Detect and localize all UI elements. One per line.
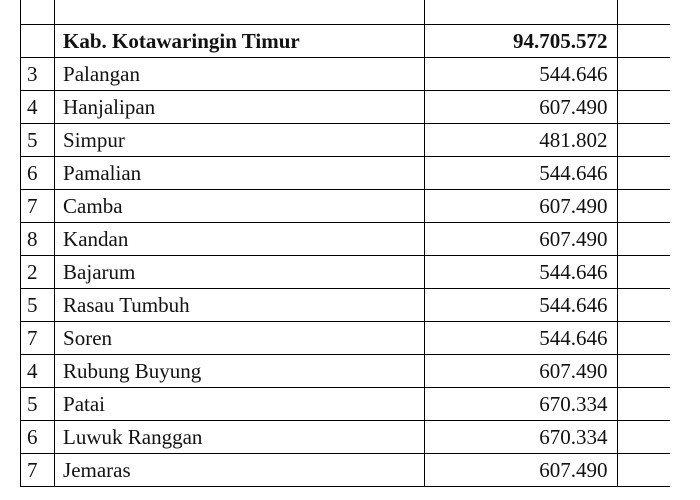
cell-idx: 7: [21, 322, 55, 355]
table-row: 4Rubung Buyung607.490: [21, 355, 671, 388]
cell-value: 607.490: [424, 190, 618, 223]
cell-name: Hanjalipan: [55, 91, 425, 124]
cell-idx: [21, 0, 55, 25]
table-row: 2Bajarum544.646: [21, 256, 671, 289]
cell-name: Camba: [55, 190, 425, 223]
cell-idx: 6: [21, 157, 55, 190]
table-row: 7Jemaras607.490: [21, 454, 671, 487]
header-name: Kab. Kotawaringin Timur: [55, 25, 425, 58]
header-value: 94.705.572: [424, 25, 618, 58]
header-tail: [618, 25, 670, 58]
cell-idx: 4: [21, 91, 55, 124]
table-row: 5Rasau Tumbuh544.646: [21, 289, 671, 322]
cell-idx: 5: [21, 388, 55, 421]
cell-name: Soren: [55, 322, 425, 355]
table-row: 7Soren544.646: [21, 322, 671, 355]
cell-tail: [618, 421, 670, 454]
cell-value: 544.646: [424, 256, 618, 289]
cell-idx: 4: [21, 355, 55, 388]
table-row: 3Palangan544.646: [21, 58, 671, 91]
cell-tail: [618, 223, 670, 256]
cell-value: 544.646: [424, 322, 618, 355]
cell-idx: 5: [21, 289, 55, 322]
cell-name: Patai: [55, 388, 425, 421]
header-idx: [21, 25, 55, 58]
data-table: Kab. Kotawaringin Timur 94.705.572 3Pala…: [20, 0, 670, 487]
table-row: 5Simpur481.802: [21, 124, 671, 157]
cell-tail: [618, 91, 670, 124]
table-row: 4Hanjalipan607.490: [21, 91, 671, 124]
cell-name: Rubung Buyung: [55, 355, 425, 388]
table-body: Kab. Kotawaringin Timur 94.705.572 3Pala…: [21, 0, 671, 487]
table-row: 8Kandan607.490: [21, 223, 671, 256]
cell-tail: [618, 322, 670, 355]
cell-tail: [618, 124, 670, 157]
cell-name: Kandan: [55, 223, 425, 256]
cell-idx: 3: [21, 58, 55, 91]
table-row: 6Pamalian544.646: [21, 157, 671, 190]
table-row: 7Camba607.490: [21, 190, 671, 223]
cell-name: Simpur: [55, 124, 425, 157]
cell-name: [55, 0, 425, 25]
cell-value: 607.490: [424, 454, 618, 487]
table-row: 6Luwuk Ranggan670.334: [21, 421, 671, 454]
cell-idx: 7: [21, 454, 55, 487]
cell-value: 481.802: [424, 124, 618, 157]
cell-tail: [618, 388, 670, 421]
cell-value: 670.334: [424, 421, 618, 454]
cell-tail: [618, 289, 670, 322]
cell-value: 607.490: [424, 91, 618, 124]
cell-tail: [618, 157, 670, 190]
cell-name: Pamalian: [55, 157, 425, 190]
cell-idx: 8: [21, 223, 55, 256]
cell-idx: 2: [21, 256, 55, 289]
cell-value: 670.334: [424, 388, 618, 421]
cell-tail: [618, 190, 670, 223]
cell-tail: [618, 0, 670, 25]
cell-tail: [618, 454, 670, 487]
cell-name: Palangan: [55, 58, 425, 91]
cell-value: 544.646: [424, 289, 618, 322]
cell-value: 544.646: [424, 58, 618, 91]
table-row: 5Patai670.334: [21, 388, 671, 421]
cell-value: 544.646: [424, 157, 618, 190]
cell-tail: [618, 58, 670, 91]
cell-name: Bajarum: [55, 256, 425, 289]
cell-name: Luwuk Ranggan: [55, 421, 425, 454]
cell-idx: 6: [21, 421, 55, 454]
cell-name: Rasau Tumbuh: [55, 289, 425, 322]
cell-tail: [618, 355, 670, 388]
partial-top-row: [21, 0, 671, 25]
cell-idx: 5: [21, 124, 55, 157]
header-row: Kab. Kotawaringin Timur 94.705.572: [21, 25, 671, 58]
cell-idx: 7: [21, 190, 55, 223]
cell-value: 607.490: [424, 223, 618, 256]
cell-value: [424, 0, 618, 25]
cell-tail: [618, 256, 670, 289]
cell-value: 607.490: [424, 355, 618, 388]
cell-name: Jemaras: [55, 454, 425, 487]
